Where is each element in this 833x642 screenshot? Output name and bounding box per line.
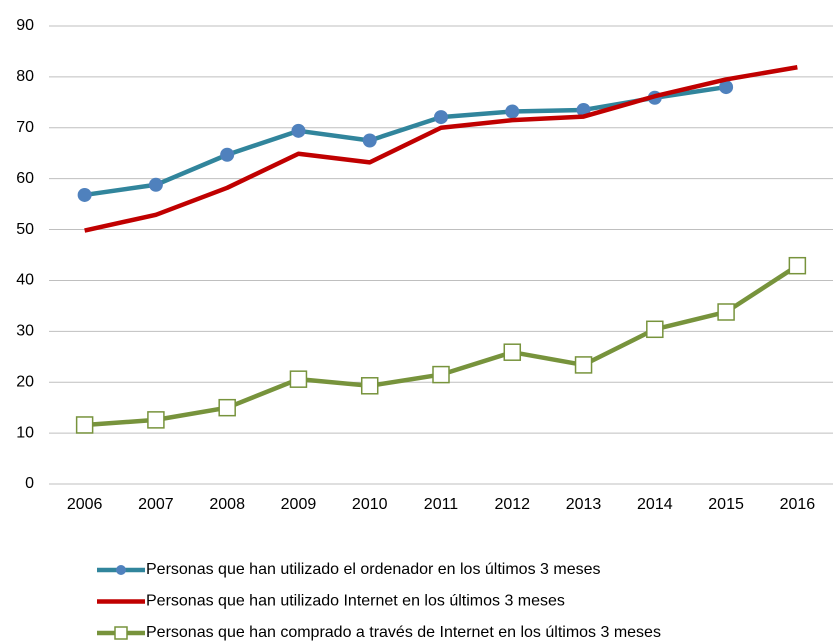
x-tick-label: 2008: [209, 496, 245, 513]
x-tick-label: 2007: [138, 496, 174, 513]
x-tick-label: 2010: [352, 496, 388, 513]
y-tick-label: 90: [16, 17, 34, 34]
data-point: [432, 365, 450, 384]
x-tick-label: 2015: [708, 496, 744, 513]
legend-marker: [116, 565, 126, 575]
data-point: [148, 177, 163, 192]
x-tick-label: 2006: [67, 496, 103, 513]
y-tick-label: 50: [16, 221, 34, 238]
series-line: [84, 263, 799, 428]
data-point: [220, 147, 235, 162]
data-point: [505, 104, 520, 119]
data-point: [75, 416, 94, 434]
data-point: [646, 320, 664, 339]
y-tick-label: 40: [16, 272, 34, 289]
data-point: [719, 80, 734, 95]
y-tick-label: 10: [16, 424, 34, 441]
x-tick-label: 2009: [281, 496, 317, 513]
data-point: [788, 256, 807, 275]
data-point: [574, 356, 593, 374]
data-point: [362, 133, 377, 148]
data-point: [717, 303, 735, 321]
y-tick-label: 70: [16, 119, 34, 136]
legend-label: Personas que han utilizado el ordenador …: [146, 561, 601, 578]
y-tick-label: 0: [25, 475, 34, 492]
legend-marker: [114, 626, 128, 640]
legend-label: Personas que han utilizado Internet en l…: [146, 593, 565, 610]
data-point: [147, 411, 165, 429]
data-point: [218, 398, 236, 417]
y-tick-label: 60: [16, 170, 34, 187]
x-tick-label: 2013: [566, 496, 602, 513]
x-tick-label: 2012: [494, 496, 530, 513]
x-tick-label: 2011: [424, 496, 459, 513]
x-tick-label: 2014: [637, 496, 673, 513]
y-tick-label: 30: [16, 323, 34, 340]
series-line: [84, 65, 798, 233]
series-line: [84, 84, 727, 198]
y-tick-label: 20: [16, 373, 34, 390]
legend-label: Personas que han comprado a través de In…: [146, 624, 661, 641]
y-tick-label: 80: [16, 68, 34, 85]
data-point: [77, 187, 92, 202]
data-point: [360, 377, 379, 395]
data-point: [503, 343, 522, 361]
data-point: [291, 123, 306, 138]
data-point: [434, 110, 448, 125]
x-tick-label: 2016: [780, 496, 816, 513]
data-point: [289, 370, 308, 388]
